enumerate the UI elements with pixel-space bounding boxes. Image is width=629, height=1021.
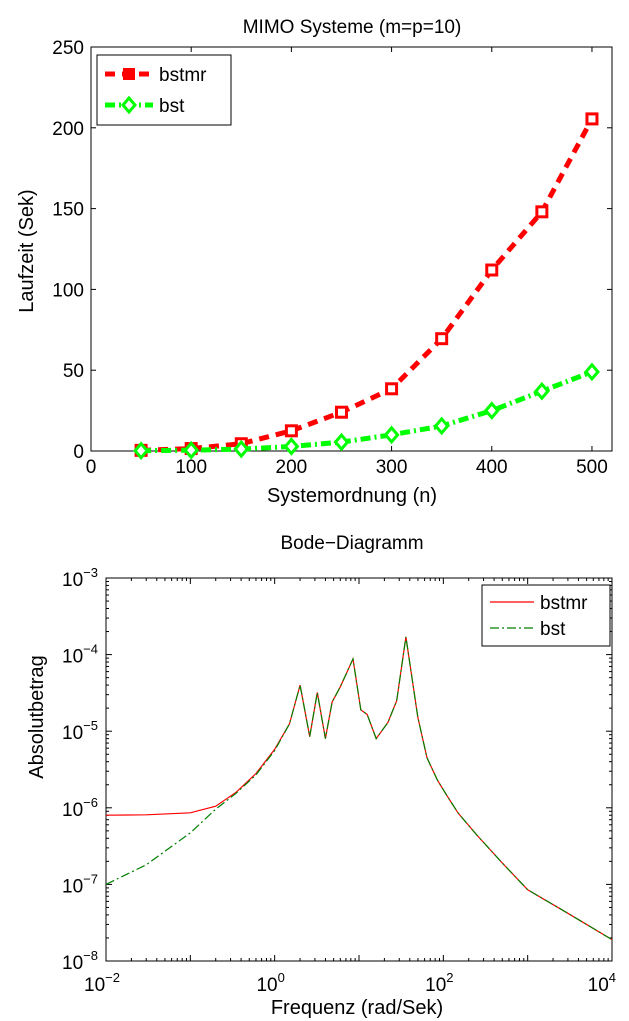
bode-chart-y-tick-label: 10−3: [62, 565, 98, 591]
runtime-series-bstmr-marker: [385, 382, 399, 396]
runtime-series-bst-marker: [283, 437, 300, 456]
runtime-series-bstmr-marker: [284, 424, 298, 438]
runtime-chart: MIMO Systeme (m=p=10) 0 100 200 300 400 500 0 5…: [16, 17, 613, 507]
runtime-series-bstmr-line: [141, 117, 595, 453]
runtime-series-bstmr-marker: [334, 405, 348, 419]
bode-chart-x-label: Frequenz (rad/Sek): [271, 997, 443, 1019]
bode-chart-plot-area: 10−2 100 102 104 10−8 10−7 10−6 10−5 10−4 10−3 bst…: [62, 565, 616, 996]
runtime-chart-y-tick-label: 100: [52, 280, 84, 301]
bode-chart-y-tick-label: 10−8: [62, 948, 98, 974]
bode-chart-y-tick-label: 10−6: [62, 795, 98, 821]
runtime-series-bst-marker: [133, 441, 150, 460]
bode-legend-bst-label: bst: [540, 619, 566, 640]
runtime-chart-y-label: Laufzeit (Sek): [16, 189, 38, 312]
runtime-chart-x-tick-label: 100: [175, 457, 207, 478]
runtime-chart-y-tick-label: 200: [52, 119, 84, 140]
runtime-chart-plot-area: 0 100 200 300 400 500 0 50 100 150 200 250 bstmr bst: [52, 38, 613, 478]
runtime-chart-x-tick-label: 500: [576, 457, 608, 478]
runtime-series-bst-marker: [433, 416, 450, 436]
runtime-chart-x-tick-label: 200: [276, 457, 308, 478]
runtime-series-bst-line: [141, 369, 593, 454]
runtime-chart-x-tick-label: 0: [86, 457, 97, 478]
runtime-chart-x-tick-label: 400: [476, 457, 508, 478]
runtime-series-bst-marker: [533, 381, 550, 401]
bode-chart: Bode−Diagramm 10−2 100 102 10410−810−710−61…: [26, 533, 616, 1019]
runtime-chart-x-label: Systemordnung (n): [267, 485, 437, 507]
bode-series-bst-line: [105, 636, 613, 941]
runtime-legend-bstmr-marker: [123, 68, 135, 80]
runtime-series-bstmr-marker: [585, 112, 599, 126]
runtime-series-bst-marker: [183, 440, 200, 460]
runtime-series-bst-marker: [583, 362, 600, 382]
runtime-series-bst-marker: [483, 401, 500, 420]
bode-chart-y-tick-label: 10−5: [62, 718, 98, 744]
runtime-chart-y-tick-label: 0: [73, 442, 84, 463]
runtime-chart-y-tick-label: 250: [52, 38, 84, 59]
runtime-series-bst-marker: [333, 432, 350, 452]
bode-chart-y-tick-label: 10−7: [62, 871, 98, 897]
bode-chart-x-tick-label: 10−2: [84, 970, 120, 996]
bode-chart-x-tick-label: 104: [588, 970, 616, 996]
bode-chart-x-tick-label: 102: [425, 970, 453, 996]
runtime-series-bst-marker: [383, 425, 400, 445]
bode-chart-legend: [481, 584, 611, 647]
bode-legend-bstmr-label: bstmr: [540, 593, 588, 614]
bode-chart-y-tick-label: 10−4: [62, 642, 98, 668]
runtime-series-bstmr-marker: [485, 263, 499, 277]
bode-chart-x-tick-label: 100: [256, 970, 284, 996]
runtime-series-bstmr-marker: [435, 332, 449, 346]
runtime-legend-bstmr-label: bstmr: [159, 65, 207, 86]
runtime-legend-bst-label: bst: [159, 96, 185, 117]
runtime-chart-x-tick-label: 300: [376, 457, 408, 478]
bode-chart-y-label: Absolutbetrag: [26, 655, 48, 778]
runtime-series-bstmr-marker: [535, 205, 549, 219]
runtime-chart-y-tick-label: 150: [52, 200, 84, 221]
bode-chart-title: Bode−Diagramm: [280, 533, 423, 554]
runtime-legend-bst-marker: [121, 95, 137, 115]
runtime-series-bst-marker: [233, 439, 250, 459]
runtime-chart-legend: [96, 54, 232, 126]
runtime-chart-title: MIMO Systeme (m=p=10): [243, 17, 462, 38]
runtime-chart-y-tick-label: 50: [63, 361, 84, 382]
